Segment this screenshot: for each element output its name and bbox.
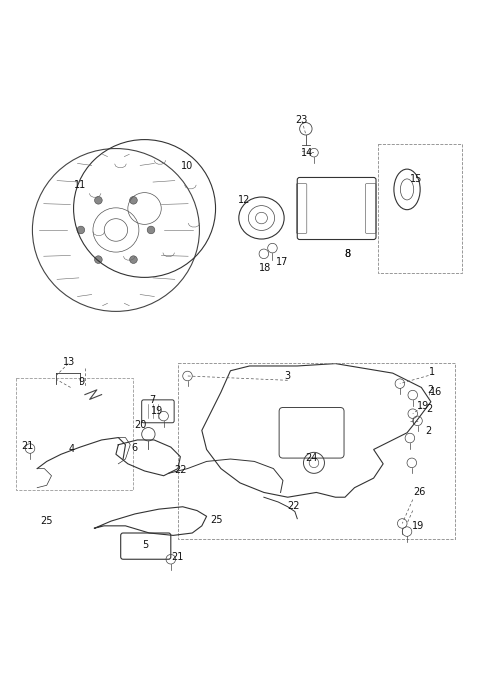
Text: 2: 2 xyxy=(425,426,432,436)
Text: 24: 24 xyxy=(305,453,318,462)
Text: 2: 2 xyxy=(427,404,433,414)
Text: 7: 7 xyxy=(149,395,156,405)
Text: 25: 25 xyxy=(210,515,222,525)
Text: 21: 21 xyxy=(171,553,183,562)
Text: 2: 2 xyxy=(428,385,434,395)
Circle shape xyxy=(95,256,102,263)
Text: 21: 21 xyxy=(22,441,34,451)
Circle shape xyxy=(130,196,137,204)
Text: 8: 8 xyxy=(344,249,350,259)
Circle shape xyxy=(147,226,155,234)
Text: 20: 20 xyxy=(134,420,147,430)
Text: 12: 12 xyxy=(238,195,251,205)
Text: 10: 10 xyxy=(181,161,193,172)
Text: 19: 19 xyxy=(412,521,424,531)
Circle shape xyxy=(77,226,84,234)
Text: 1: 1 xyxy=(429,367,434,377)
Text: 26: 26 xyxy=(413,487,425,497)
Text: 25: 25 xyxy=(40,516,53,526)
Text: 15: 15 xyxy=(410,174,423,184)
Text: 23: 23 xyxy=(295,115,308,125)
Text: 22: 22 xyxy=(287,501,300,511)
Text: 16: 16 xyxy=(430,387,442,398)
Text: 6: 6 xyxy=(131,442,137,453)
Circle shape xyxy=(130,256,137,263)
Text: 11: 11 xyxy=(74,180,86,189)
Text: 5: 5 xyxy=(143,540,149,550)
Text: 14: 14 xyxy=(300,147,313,158)
Text: 4: 4 xyxy=(69,444,75,453)
Text: 8: 8 xyxy=(344,249,350,259)
Text: 13: 13 xyxy=(63,357,75,367)
Text: 9: 9 xyxy=(79,377,84,387)
Text: 19: 19 xyxy=(151,407,164,416)
Text: 17: 17 xyxy=(276,258,288,267)
Text: 22: 22 xyxy=(174,466,187,475)
Text: 19: 19 xyxy=(417,400,429,411)
Text: 18: 18 xyxy=(259,263,271,273)
Circle shape xyxy=(95,196,102,204)
Text: 3: 3 xyxy=(285,371,291,380)
